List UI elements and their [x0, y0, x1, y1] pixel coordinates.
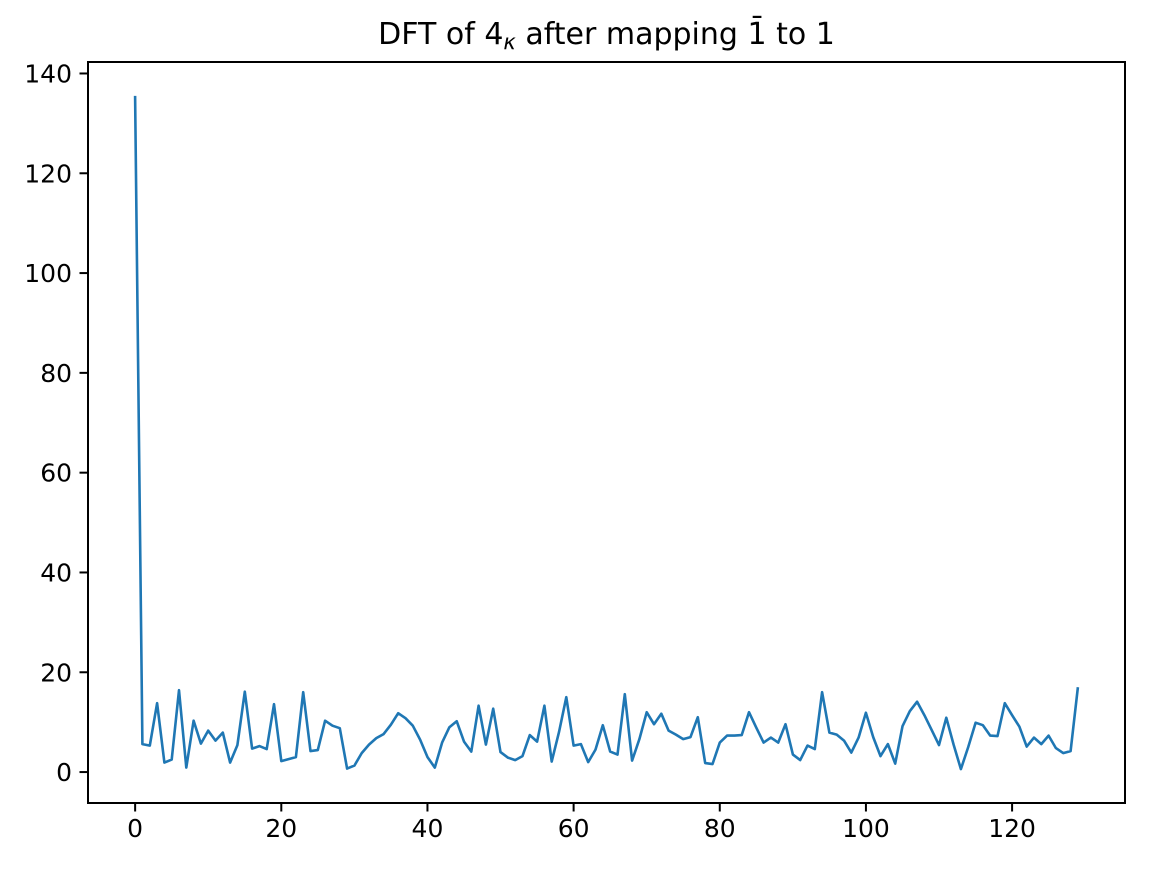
y-tick-label: 140	[24, 59, 72, 88]
title-prefix: DFT of 4	[378, 17, 504, 52]
series-polyline	[133, 95, 1080, 771]
chart-title: DFT of 4κ after mapping 1̄ to 1	[88, 17, 1125, 54]
title-suffix: after mapping 1̄ to 1	[515, 17, 835, 52]
x-tick-label: 80	[704, 814, 736, 843]
axis-ticks: 0 20 40 60 80 100 120 0 20 40 60 80 100 120 140	[24, 59, 1036, 843]
plot-area-background	[88, 62, 1125, 803]
y-tick-label: 40	[40, 558, 72, 587]
dft-line-series	[133, 95, 1080, 771]
y-tick-label: 80	[40, 359, 72, 388]
axes-spines	[87, 61, 1126, 804]
y-tick-label: 0	[56, 758, 72, 787]
x-tick-label: 20	[265, 814, 297, 843]
y-tick-label: 100	[24, 259, 72, 288]
x-tick-label: 60	[558, 814, 590, 843]
x-tick-label: 120	[988, 814, 1036, 843]
title-kappa-subscript: κ	[503, 30, 516, 54]
y-tick-label: 20	[40, 658, 72, 687]
x-tick-label: 0	[127, 814, 143, 843]
x-tick-label: 100	[842, 814, 890, 843]
x-tick-label: 40	[412, 814, 444, 843]
y-tick-label: 60	[40, 459, 72, 488]
y-tick-label: 120	[24, 159, 72, 188]
